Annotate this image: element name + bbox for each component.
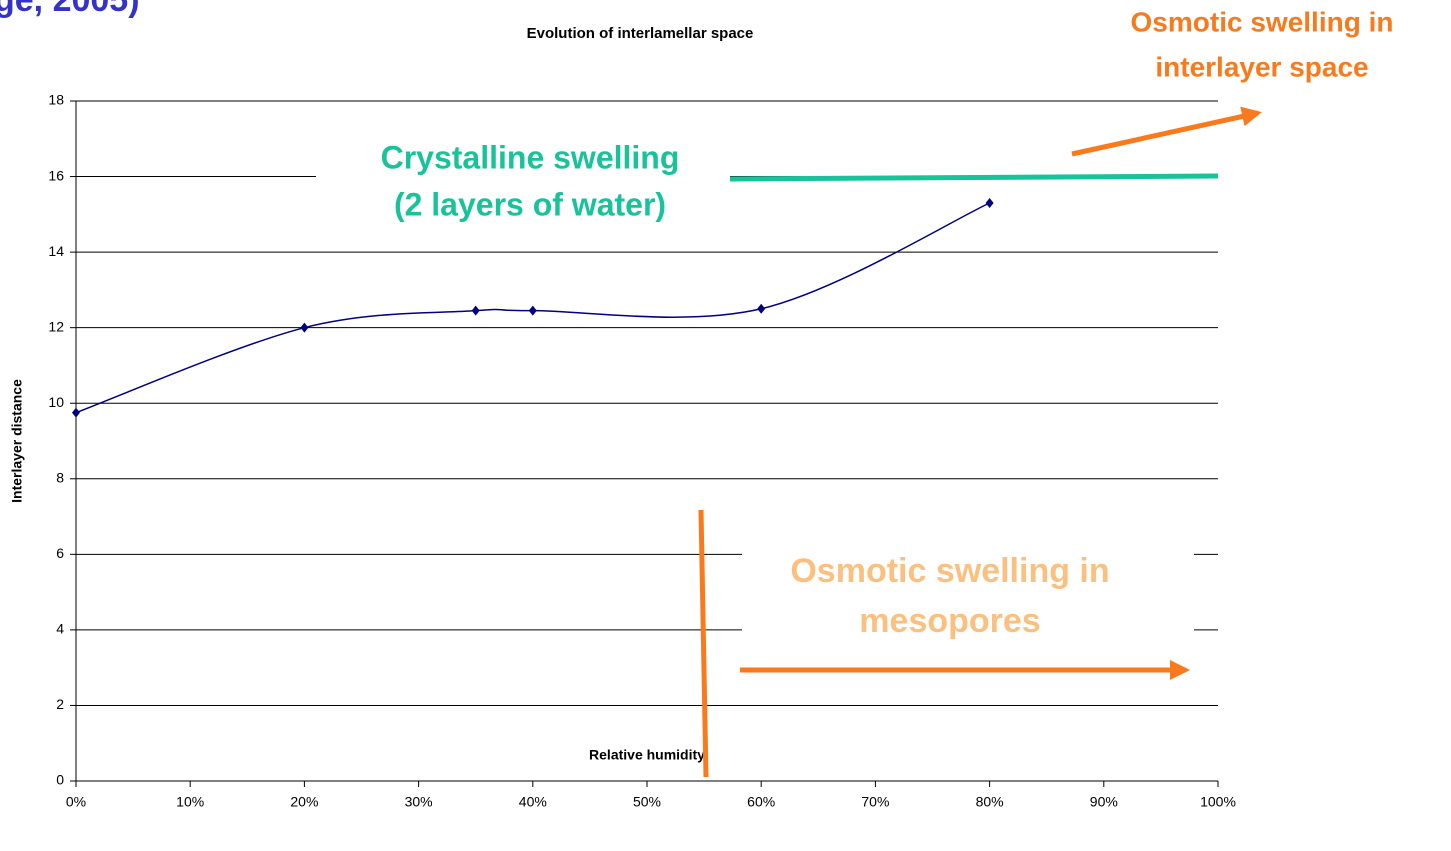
crystalline-line — [729, 173, 1219, 182]
x-tick-label: 80% — [976, 794, 1004, 810]
annotation: (2 layers of water) — [394, 186, 666, 222]
y-tick-label: 12 — [48, 318, 64, 334]
x-tick-label: 50% — [633, 794, 661, 810]
x-tick-label: 10% — [176, 794, 204, 810]
y-tick-label: 2 — [56, 696, 64, 712]
y-tick-label: 0 — [56, 772, 64, 788]
y-tick-label: 8 — [56, 469, 64, 485]
line — [75, 202, 990, 414]
annotations: Crystalline swelling (2 layers of water) O… — [316, 6, 1394, 778]
y-tick-label: 6 — [56, 545, 64, 561]
y-tick-label: 14 — [48, 243, 64, 259]
arrow — [1071, 106, 1262, 157]
annotation: Osmotic swelling in — [790, 552, 1109, 590]
plot — [72, 198, 994, 418]
x-tick-label: 40% — [519, 794, 547, 810]
marker — [300, 322, 309, 333]
header-fragment: ge, 2005) — [0, 0, 140, 19]
chart-title: Evolution of interlamellar space — [527, 25, 754, 42]
marker — [471, 305, 480, 316]
marker — [985, 198, 994, 208]
x-tick-label: 70% — [861, 794, 889, 810]
x-tick-label: 100% — [1200, 794, 1236, 810]
marker — [72, 407, 80, 418]
annotation-background — [742, 538, 1194, 650]
x-axis-label: Relative humidity — [589, 747, 705, 763]
annotation: Crystalline swelling — [381, 139, 680, 175]
marker — [757, 303, 766, 314]
annotation-background — [316, 132, 730, 232]
marker — [528, 305, 537, 316]
y-tick-label: 18 — [48, 92, 64, 108]
x-tick-label: 90% — [1090, 794, 1118, 810]
x-tick-label: 20% — [290, 794, 318, 810]
y-axis-label: Interlayer distance — [9, 379, 25, 503]
x-tick-label: 30% — [405, 794, 433, 810]
x-tick-label: 60% — [747, 794, 775, 810]
threshold-line — [698, 509, 709, 778]
annotation: Osmotic swelling in — [1131, 6, 1394, 37]
y-tick-label: 4 — [56, 621, 64, 637]
annotation: interlayer space — [1155, 51, 1368, 82]
y-tick-label: 10 — [48, 394, 64, 410]
annotation: mesopores — [859, 602, 1040, 640]
x-tick-label: 0% — [66, 794, 86, 810]
y-tick-label: 16 — [48, 167, 64, 183]
